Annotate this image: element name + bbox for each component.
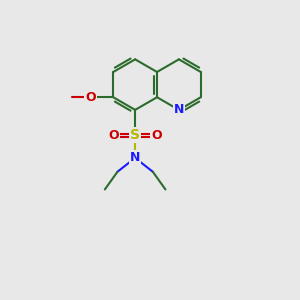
Text: N: N — [174, 103, 184, 116]
Text: O: O — [108, 129, 119, 142]
Text: O: O — [151, 129, 162, 142]
Text: O: O — [85, 91, 96, 104]
Text: N: N — [130, 152, 140, 164]
Text: S: S — [130, 128, 140, 142]
